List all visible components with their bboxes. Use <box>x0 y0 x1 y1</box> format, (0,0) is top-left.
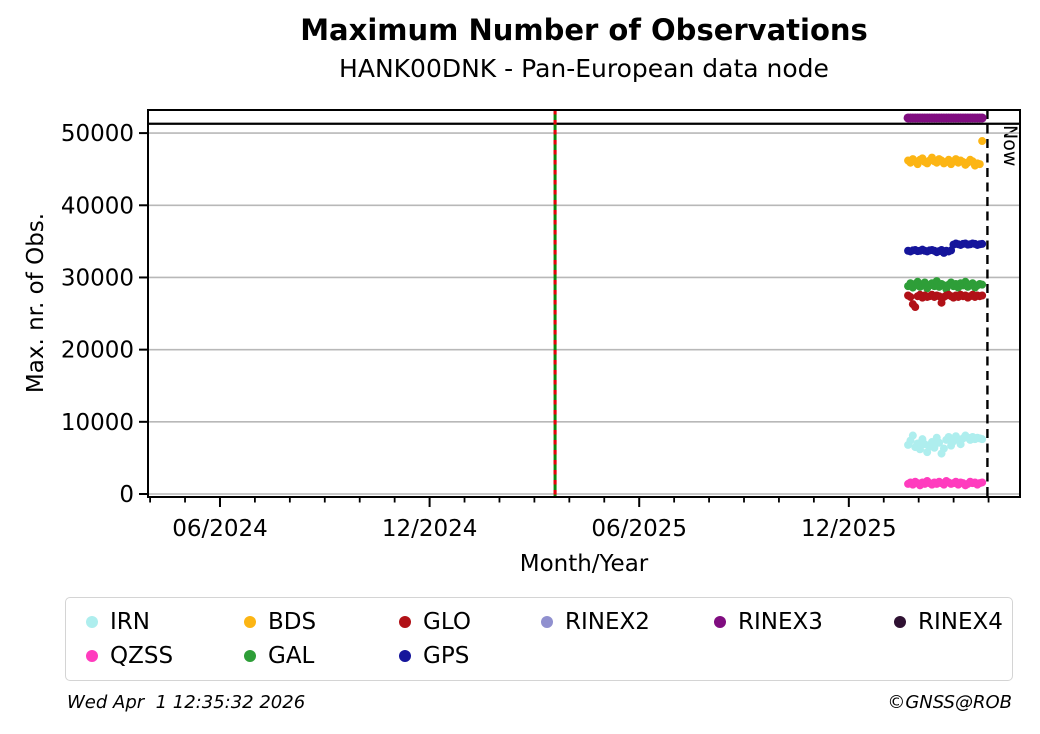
y-tick-label: 20000 <box>61 338 134 364</box>
legend-marker-icon-gal <box>244 650 256 662</box>
plot-area: Now 06/2024 12/2024 06/2025 12/2025 0 10000 20… <box>61 109 1021 542</box>
legend-label-bds: BDS <box>268 609 317 635</box>
x-tick-label: 12/2024 <box>382 516 478 542</box>
now-label: Now <box>999 125 1021 166</box>
series-IRN-point <box>939 444 948 453</box>
y-tick-label: 10000 <box>61 410 134 436</box>
legend-item-rinex3: RINEX3 <box>714 609 894 635</box>
credit-text: ©GNSS@ROB <box>887 692 1012 713</box>
x-tick-label: 06/2024 <box>172 516 268 542</box>
chart-subtitle: HANK00DNK - Pan-European data node <box>339 54 829 84</box>
legend-marker-icon-bds <box>244 616 256 628</box>
y-tick-label: 30000 <box>61 265 134 291</box>
series-BDS-point <box>978 137 987 146</box>
legend-item-bds: BDS <box>244 609 399 635</box>
legend-marker-icon-rinex4 <box>894 616 906 628</box>
series-IRN-point <box>908 431 917 440</box>
legend-label-gps: GPS <box>423 643 470 669</box>
legend-label-glo: GLO <box>423 609 471 635</box>
series-RINEX3-point <box>977 113 987 123</box>
legend-item-gal: GAL <box>244 643 399 669</box>
series-IRN-point <box>916 445 925 454</box>
series-IRN-point <box>978 435 987 444</box>
series-BDS-point <box>975 160 984 169</box>
series-GLO-point <box>978 291 987 300</box>
series-GAL-point <box>978 280 987 289</box>
legend-label-rinex3: RINEX3 <box>738 609 823 635</box>
y-tick-label: 0 <box>119 482 134 508</box>
legend-item-rinex2: RINEX2 <box>541 609 714 635</box>
plot-timestamp: Wed Apr 1 12:35:32 2026 <box>67 692 306 713</box>
legend-marker-icon-irn <box>86 616 98 628</box>
x-axis-label: Month/Year <box>519 551 649 577</box>
legend-label-gal: GAL <box>268 643 315 669</box>
legend-item-glo: GLO <box>399 609 541 635</box>
series-GLO-point <box>906 292 915 301</box>
legend-marker-icon-rinex2 <box>541 616 553 628</box>
series-GPS-point <box>978 239 987 248</box>
y-tick-label: 50000 <box>61 121 134 147</box>
legend-item-gps: GPS <box>399 643 541 669</box>
legend: IRN BDS GLO RINEX2 RINEX3 RINEX4 QZSS GAL GPS <box>65 597 1013 681</box>
plot-frame <box>147 109 1021 498</box>
series-QZSS-point <box>978 478 987 487</box>
legend-label-rinex2: RINEX2 <box>565 609 650 635</box>
legend-label-irn: IRN <box>110 609 150 635</box>
legend-marker-icon-rinex3 <box>714 616 726 628</box>
legend-item-irn: IRN <box>86 609 244 635</box>
x-tick-label: 12/2025 <box>801 516 897 542</box>
chart-title: Maximum Number of Observations <box>300 13 868 47</box>
series-IRN-point <box>930 443 939 452</box>
legend-marker-icon-qzss <box>86 650 98 662</box>
legend-marker-icon-gps <box>399 650 411 662</box>
legend-label-rinex4: RINEX4 <box>918 609 1003 635</box>
legend-item-qzss: QZSS <box>86 643 244 669</box>
legend-label-qzss: QZSS <box>110 643 174 669</box>
series-IRN-point <box>935 438 944 447</box>
legend-item-rinex4: RINEX4 <box>894 609 1012 635</box>
x-tick-label: 06/2025 <box>591 516 687 542</box>
legend-marker-icon-glo <box>399 616 411 628</box>
title-block: Maximum Number of Observations HANK00DNK… <box>148 13 1020 84</box>
y-tick-label: 40000 <box>61 193 134 219</box>
series-GLO-point <box>911 303 920 312</box>
